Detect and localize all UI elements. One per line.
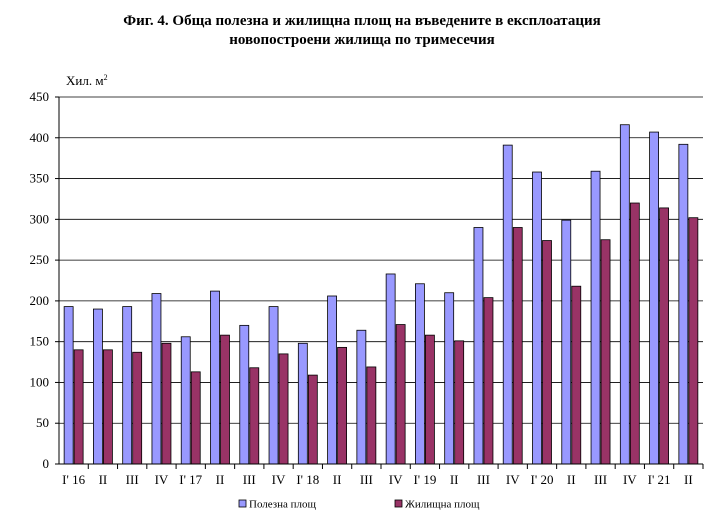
bar-zhilishtna [103, 349, 113, 465]
bar-polezna [180, 336, 191, 465]
y-tick-labels: 0 50 100 150 200 250 300 350 400 450 [30, 89, 50, 471]
x-tick-label: II [684, 472, 693, 487]
bar-polezna [268, 306, 279, 465]
x-tick-label: III [126, 472, 139, 487]
bar-polezna [590, 170, 601, 465]
x-tick-label: III [594, 472, 607, 487]
bar-polezna [327, 295, 337, 465]
x-tick-label: II [333, 472, 342, 487]
x-tick-label: II [99, 472, 108, 487]
x-tick-label: IV [623, 472, 637, 487]
legend-swatch [238, 499, 247, 508]
bar-polezna [151, 293, 162, 465]
bar-polezna [239, 324, 250, 465]
legend-label: Полезна площ [249, 499, 317, 511]
x-tick-label: I' 21 [648, 472, 671, 487]
x-tick-label: I' 16 [62, 472, 85, 487]
bar-polezna [93, 308, 103, 465]
bar-zhilishtna [307, 374, 318, 465]
bar-zhilishtna [161, 342, 172, 465]
y-axis-label: Хил. м2 [66, 73, 108, 88]
x-tick-label: I' 19 [413, 472, 436, 487]
bar-zhilishtna [73, 349, 84, 465]
bar-zhilishtna [600, 239, 611, 465]
bar-polezna [678, 143, 689, 465]
x-tick-label: IV [155, 472, 169, 487]
y-axis-label-text: Хил. м [66, 73, 104, 88]
y-tick-label: 200 [30, 293, 50, 308]
y-tick-label: 450 [30, 89, 50, 104]
bar-polezna [561, 219, 572, 465]
bar-zhilishtna [571, 285, 582, 465]
bar-polezna [385, 273, 396, 465]
chart-title-line2: новопостроени жилища по тримесечия [229, 32, 495, 48]
bar-zhilishtna [542, 240, 552, 465]
x-tick-label: III [477, 472, 490, 487]
x-tick-label: IV [506, 472, 520, 487]
bar-zhilishtna [366, 366, 377, 465]
bar-zhilishtna [395, 324, 406, 465]
x-tick-label: II [450, 472, 459, 487]
bar-zhilishtna [278, 353, 289, 465]
x-tick-label: IV [272, 472, 286, 487]
bar-polezna [210, 290, 220, 465]
bar-zhilishtna [659, 207, 669, 465]
bar-polezna [502, 144, 513, 465]
x-tick-label: I' 17 [179, 472, 202, 487]
legend-label: Жилищна площ [405, 499, 480, 511]
y-tick-label: 250 [30, 252, 50, 267]
bar-polezna [619, 124, 630, 465]
bar-zhilishtna [688, 217, 699, 465]
bar-polezna [473, 227, 484, 465]
bar-polezna [444, 292, 455, 465]
bar-polezna [297, 342, 308, 465]
bar-zhilishtna [190, 371, 201, 465]
x-tick-labels: I' 16 II III IV I' 17 II III IV I' 18 II III IV I' 1… [62, 472, 693, 487]
x-tick-label: IV [389, 472, 403, 487]
bar-zhilishtna [454, 340, 465, 465]
y-tick-label: 300 [30, 211, 50, 226]
y-tick-label: 50 [36, 415, 49, 430]
bar-polezna [356, 329, 367, 465]
bar-zhilishtna [249, 367, 260, 465]
bar-polezna [415, 283, 425, 465]
bar-zhilishtna [220, 334, 230, 465]
x-tick-label: II [567, 472, 576, 487]
bar-zhilishtna [512, 227, 523, 465]
x-tick-label: III [360, 472, 373, 487]
bars [63, 124, 699, 465]
x-tick-label: I' 20 [531, 472, 554, 487]
bar-zhilishtna [132, 351, 143, 465]
y-tick-label: 150 [30, 334, 50, 349]
x-tick-label: II [216, 472, 225, 487]
bar-polezna [532, 171, 542, 465]
chart-title: Фиг. 4. Обща полезна и жилищна площ на в… [0, 12, 724, 50]
y-tick-label: 400 [30, 130, 50, 145]
legend: Полезна площ Жилищна площ [238, 499, 480, 511]
bar-zhilishtna [629, 202, 640, 465]
bar-zhilishtna [425, 334, 435, 465]
bar-zhilishtna [337, 346, 347, 465]
legend-swatch [394, 499, 403, 508]
axes [55, 96, 704, 469]
bar-zhilishtna [483, 297, 494, 465]
x-tick-label: III [243, 472, 256, 487]
bar-polezna [122, 306, 133, 465]
chart-title-line1: Фиг. 4. Обща полезна и жилищна площ на в… [123, 13, 601, 29]
x-tick-label: I' 18 [296, 472, 319, 487]
bar-polezna [649, 131, 659, 465]
y-tick-label: 0 [43, 456, 50, 471]
y-axis-label-superscript: 2 [104, 73, 108, 82]
y-tick-label: 100 [30, 374, 50, 389]
bar-polezna [63, 306, 74, 465]
y-tick-label: 350 [30, 171, 50, 186]
